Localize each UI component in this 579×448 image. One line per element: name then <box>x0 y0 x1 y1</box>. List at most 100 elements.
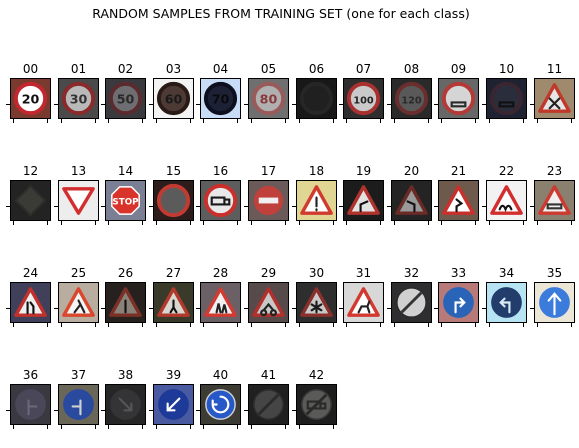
sample-image <box>534 282 575 323</box>
sample-image <box>486 282 527 323</box>
sample-image <box>248 384 289 425</box>
axis-tick <box>47 323 48 327</box>
axis-tick <box>149 410 153 411</box>
class-label: 34 <box>498 266 515 280</box>
class-label: 07 <box>355 62 372 76</box>
sample-image <box>153 180 194 221</box>
axis-tick <box>434 104 438 105</box>
axis-tick <box>6 206 10 207</box>
sample-image <box>200 282 241 323</box>
axis-tick <box>47 221 48 225</box>
axis-tick <box>489 119 490 123</box>
axis-tick <box>299 425 300 429</box>
axis-tick <box>285 119 286 123</box>
sample-image <box>248 180 289 221</box>
axis-tick <box>346 323 347 327</box>
sample-image: 70 <box>200 78 241 119</box>
axis-tick <box>47 119 48 123</box>
axis-tick <box>13 323 14 327</box>
axis-tick <box>530 206 534 207</box>
axis-tick <box>292 410 296 411</box>
axis-tick <box>149 308 153 309</box>
axis-tick <box>190 221 191 225</box>
axis-tick <box>61 323 62 327</box>
axis-tick <box>394 119 395 123</box>
svg-text:STOP: STOP <box>112 197 139 207</box>
class-label: 24 <box>22 266 39 280</box>
axis-tick <box>387 308 391 309</box>
axis-tick <box>47 425 48 429</box>
class-label: 06 <box>308 62 325 76</box>
axis-tick <box>6 104 10 105</box>
axis-tick <box>394 221 395 225</box>
class-label: 25 <box>70 266 87 280</box>
axis-tick <box>537 323 538 327</box>
sample-image <box>296 384 337 425</box>
axis-tick <box>142 323 143 327</box>
sample-image: 20 <box>10 78 51 119</box>
svg-text:70: 70 <box>212 91 230 106</box>
class-label: 05 <box>260 62 277 76</box>
axis-tick <box>237 323 238 327</box>
axis-tick <box>428 119 429 123</box>
axis-tick <box>237 425 238 429</box>
axis-tick <box>237 119 238 123</box>
axis-tick <box>339 308 343 309</box>
axis-tick <box>196 104 200 105</box>
axis-tick <box>244 308 248 309</box>
axis-tick <box>299 119 300 123</box>
axis-tick <box>428 323 429 327</box>
sample-image: 100 <box>343 78 384 119</box>
class-label: 21 <box>450 164 467 178</box>
sample-image <box>343 282 384 323</box>
sample-image: 60 <box>153 78 194 119</box>
class-label: 32 <box>403 266 420 280</box>
axis-tick <box>196 308 200 309</box>
axis-tick <box>530 104 534 105</box>
class-label: 28 <box>212 266 229 280</box>
axis-tick <box>13 425 14 429</box>
axis-tick <box>292 308 296 309</box>
axis-tick <box>54 410 58 411</box>
axis-tick <box>292 206 296 207</box>
sample-image <box>248 282 289 323</box>
class-label: 33 <box>450 266 467 280</box>
axis-tick <box>6 308 10 309</box>
sample-image: 80 <box>248 78 289 119</box>
axis-tick <box>434 308 438 309</box>
axis-tick <box>101 308 105 309</box>
axis-tick <box>108 323 109 327</box>
sample-image <box>58 282 99 323</box>
axis-tick <box>434 206 438 207</box>
axis-tick <box>149 206 153 207</box>
axis-tick <box>292 104 296 105</box>
sample-image <box>58 180 99 221</box>
axis-tick <box>571 221 572 225</box>
sample-image: 50 <box>105 78 146 119</box>
axis-tick <box>244 104 248 105</box>
axis-tick <box>196 410 200 411</box>
axis-tick <box>387 104 391 105</box>
class-label: 14 <box>117 164 134 178</box>
axis-tick <box>333 119 334 123</box>
class-label: 10 <box>498 62 515 76</box>
axis-tick <box>54 308 58 309</box>
axis-tick <box>285 425 286 429</box>
axis-tick <box>523 119 524 123</box>
axis-tick <box>251 323 252 327</box>
axis-tick <box>190 323 191 327</box>
axis-tick <box>61 425 62 429</box>
axis-tick <box>380 323 381 327</box>
svg-text:20: 20 <box>22 91 40 106</box>
class-label: 39 <box>165 368 182 382</box>
axis-tick <box>475 119 476 123</box>
class-label: 01 <box>70 62 87 76</box>
axis-tick <box>428 221 429 225</box>
axis-tick <box>441 119 442 123</box>
class-label: 09 <box>450 62 467 76</box>
class-label: 27 <box>165 266 182 280</box>
class-label: 23 <box>546 164 563 178</box>
class-label: 22 <box>498 164 515 178</box>
axis-tick <box>203 425 204 429</box>
